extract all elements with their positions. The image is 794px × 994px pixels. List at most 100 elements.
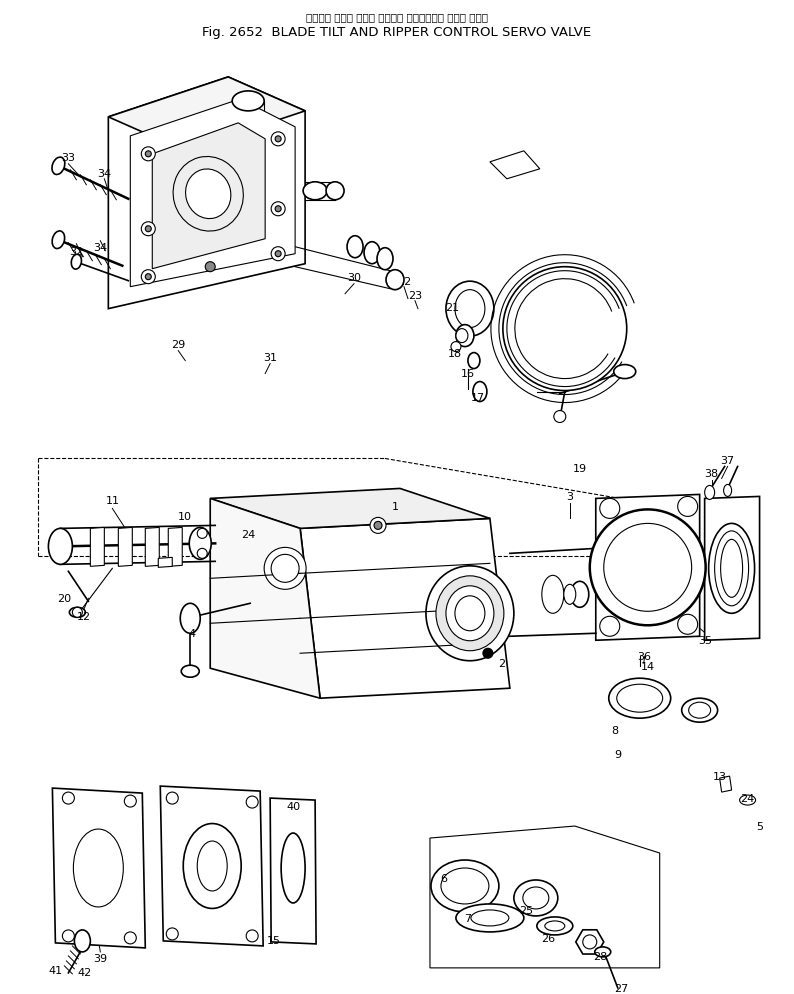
- Text: 24: 24: [741, 793, 755, 803]
- Circle shape: [205, 262, 215, 272]
- Ellipse shape: [281, 833, 305, 903]
- Ellipse shape: [52, 158, 65, 175]
- Ellipse shape: [271, 555, 299, 582]
- Text: 20: 20: [57, 593, 71, 603]
- Polygon shape: [490, 152, 540, 180]
- Circle shape: [246, 796, 258, 808]
- Text: 21: 21: [445, 302, 459, 312]
- Circle shape: [271, 248, 285, 261]
- Ellipse shape: [446, 282, 494, 337]
- Ellipse shape: [455, 596, 485, 631]
- Circle shape: [271, 203, 285, 217]
- Text: 29: 29: [172, 339, 185, 349]
- Ellipse shape: [473, 382, 487, 403]
- Ellipse shape: [682, 699, 718, 723]
- Circle shape: [483, 649, 493, 659]
- Text: 18: 18: [448, 348, 462, 358]
- Ellipse shape: [73, 829, 123, 908]
- Polygon shape: [158, 558, 172, 568]
- Ellipse shape: [723, 485, 731, 497]
- Polygon shape: [300, 519, 510, 699]
- Text: 9: 9: [615, 749, 622, 759]
- Text: 35: 35: [699, 635, 713, 646]
- Circle shape: [271, 133, 285, 147]
- Text: 5: 5: [756, 821, 763, 831]
- Circle shape: [197, 529, 207, 539]
- Polygon shape: [270, 798, 316, 944]
- Text: 12: 12: [77, 611, 91, 621]
- Ellipse shape: [455, 290, 485, 328]
- Polygon shape: [596, 495, 700, 640]
- Text: 32: 32: [69, 247, 83, 256]
- Circle shape: [166, 928, 179, 940]
- Circle shape: [125, 932, 137, 944]
- Text: 23: 23: [408, 290, 422, 300]
- Circle shape: [276, 137, 281, 143]
- Text: 41: 41: [48, 965, 63, 975]
- Text: 38: 38: [704, 469, 719, 479]
- Polygon shape: [576, 929, 603, 954]
- Ellipse shape: [514, 880, 558, 916]
- Ellipse shape: [48, 529, 72, 565]
- Text: 34: 34: [93, 243, 107, 252]
- Polygon shape: [130, 99, 295, 287]
- Text: 31: 31: [263, 352, 277, 362]
- Ellipse shape: [386, 270, 404, 290]
- Text: Fig. 2652  BLADE TILT AND RIPPER CONTROL SERVO VALVE: Fig. 2652 BLADE TILT AND RIPPER CONTROL …: [202, 26, 592, 39]
- Ellipse shape: [264, 548, 306, 589]
- Text: 30: 30: [347, 272, 361, 282]
- Ellipse shape: [456, 325, 474, 347]
- Ellipse shape: [441, 868, 489, 905]
- Circle shape: [677, 497, 698, 517]
- Ellipse shape: [542, 576, 564, 613]
- Text: 13: 13: [713, 771, 727, 781]
- Ellipse shape: [173, 157, 243, 232]
- Polygon shape: [719, 776, 731, 792]
- Ellipse shape: [571, 581, 589, 607]
- Text: ブレード チルト および リッパー コントロール サーボ バルブ: ブレード チルト および リッパー コントロール サーボ バルブ: [306, 12, 488, 22]
- Ellipse shape: [364, 243, 380, 264]
- Polygon shape: [152, 123, 265, 269]
- Text: 42: 42: [77, 967, 91, 977]
- Text: 1: 1: [391, 502, 399, 512]
- Text: 14: 14: [641, 662, 655, 672]
- Ellipse shape: [468, 353, 480, 369]
- Ellipse shape: [739, 795, 756, 805]
- Ellipse shape: [436, 577, 504, 651]
- Ellipse shape: [431, 860, 499, 912]
- Circle shape: [374, 522, 382, 530]
- Circle shape: [63, 792, 75, 804]
- Polygon shape: [91, 528, 104, 567]
- Ellipse shape: [446, 586, 494, 641]
- Polygon shape: [145, 528, 160, 567]
- Text: 4: 4: [189, 628, 196, 638]
- Ellipse shape: [708, 524, 754, 613]
- Ellipse shape: [377, 248, 393, 270]
- Polygon shape: [430, 826, 660, 968]
- Circle shape: [599, 499, 620, 519]
- Ellipse shape: [52, 232, 64, 249]
- Circle shape: [583, 935, 597, 949]
- Polygon shape: [704, 497, 760, 640]
- Ellipse shape: [69, 607, 86, 617]
- Circle shape: [166, 792, 179, 804]
- Text: 2: 2: [499, 659, 506, 669]
- Text: 10: 10: [178, 512, 192, 522]
- Text: 8: 8: [611, 726, 619, 736]
- Text: 7: 7: [464, 913, 472, 923]
- Circle shape: [276, 207, 281, 213]
- Text: 22: 22: [397, 276, 411, 286]
- Text: 3: 3: [566, 492, 573, 502]
- Circle shape: [554, 412, 566, 423]
- Ellipse shape: [614, 365, 636, 379]
- Polygon shape: [108, 78, 305, 309]
- Ellipse shape: [186, 170, 231, 220]
- Ellipse shape: [75, 930, 91, 952]
- Ellipse shape: [197, 841, 227, 891]
- Circle shape: [603, 524, 692, 611]
- Ellipse shape: [617, 685, 663, 713]
- Circle shape: [590, 510, 706, 625]
- Text: 17: 17: [471, 393, 485, 403]
- Ellipse shape: [426, 567, 514, 661]
- Polygon shape: [168, 528, 183, 567]
